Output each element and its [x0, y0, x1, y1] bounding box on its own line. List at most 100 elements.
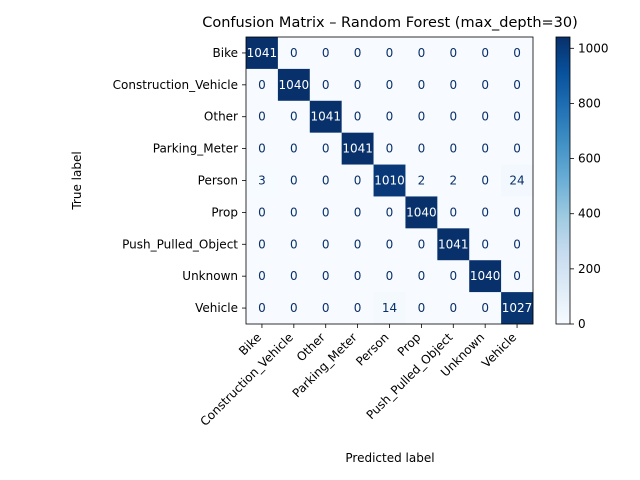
cell-value-label: 0 — [449, 205, 457, 219]
heatmap-cell — [309, 228, 342, 261]
heatmap-cell — [437, 132, 470, 165]
heatmap-cell — [309, 260, 342, 293]
cell-value-label: 1040 — [279, 78, 310, 92]
heatmap-cell — [501, 228, 534, 261]
cell-value-label: 0 — [258, 78, 266, 92]
cell-value-label: 0 — [354, 110, 362, 124]
heatmap-cell — [246, 37, 279, 70]
cell-value-label: 0 — [386, 142, 394, 156]
colorbar-tick-label: 800 — [578, 96, 601, 110]
heatmap-cell — [341, 164, 374, 197]
heatmap-cell — [437, 292, 470, 325]
heatmap-cell — [373, 100, 406, 133]
cell-value-label: 0 — [481, 174, 489, 188]
chart-title: Confusion Matrix – Random Forest (max_de… — [202, 15, 578, 31]
cell-value-label: 0 — [322, 174, 330, 188]
heatmap-cell — [501, 196, 534, 229]
x-axis-ticks: BikeConstruction_VehicleOtherParking_Met… — [197, 324, 519, 429]
heatmap-cell — [309, 292, 342, 325]
cell-value-label: 0 — [322, 301, 330, 315]
cell-value-label: 1041 — [342, 142, 373, 156]
x-axis-label: Predicted label — [345, 451, 434, 465]
heatmap-cell — [309, 196, 342, 229]
heatmap-cell — [373, 68, 406, 102]
heatmap-cell — [277, 228, 311, 261]
heatmap-cell — [277, 37, 311, 70]
heatmap-cell — [501, 132, 534, 165]
heatmap-cell — [437, 228, 470, 261]
cell-value-label: 1041 — [438, 237, 469, 251]
cell-value-label: 0 — [290, 237, 298, 251]
cell-value-label: 0 — [449, 301, 457, 315]
heatmap-cells: 1041 0 0 0 0 0 0 0 00 1040 0 0 0 0 0 0 00 0 1041 0 0 0 0 0 00 0 0 1… — [246, 37, 534, 325]
y-tick-label: Construction_Vehicle — [113, 78, 238, 92]
cell-value-label: 0 — [513, 110, 521, 124]
heatmap-cell — [246, 228, 279, 261]
heatmap-cell — [246, 260, 279, 293]
heatmap-cell — [277, 132, 311, 165]
cell-value-label: 0 — [449, 110, 457, 124]
heatmap-cell — [437, 164, 470, 197]
heatmap-cell — [469, 292, 502, 325]
heatmap-cell — [501, 100, 534, 133]
heatmap-cell — [405, 164, 438, 197]
heatmap-cell — [469, 100, 502, 133]
y-tick-label: Parking_Meter — [153, 142, 238, 156]
cell-value-label: 0 — [258, 142, 266, 156]
heatmap-cell — [469, 37, 502, 70]
cell-value-label: 0 — [322, 78, 330, 92]
cell-value-label: 0 — [290, 269, 298, 283]
y-tick-label: Bike — [213, 46, 238, 60]
heatmap-cell — [405, 260, 438, 293]
heatmap-cell — [341, 132, 374, 165]
cell-value-label: 0 — [386, 269, 394, 283]
y-tick-label: Push_Pulled_Object — [122, 237, 238, 251]
cell-value-label: 0 — [322, 237, 330, 251]
cell-value-label: 0 — [513, 78, 521, 92]
cell-value-label: 1010 — [374, 174, 405, 188]
cell-value-label: 0 — [258, 205, 266, 219]
cell-value-label: 0 — [386, 110, 394, 124]
cell-value-label: 1040 — [406, 205, 437, 219]
cell-value-label: 0 — [258, 237, 266, 251]
heatmap-cell — [501, 260, 534, 293]
heatmap-cell — [341, 100, 374, 133]
cell-value-label: 0 — [354, 46, 362, 60]
y-axis-label: True label — [70, 151, 84, 210]
heatmap-cell — [309, 68, 342, 102]
heatmap-cell — [373, 164, 406, 197]
cell-value-label: 0 — [354, 301, 362, 315]
cell-value-label: 0 — [449, 46, 457, 60]
cell-value-label: 0 — [290, 174, 298, 188]
cell-value-label: 0 — [418, 269, 426, 283]
cell-value-label: 1027 — [502, 301, 533, 315]
heatmap-cell — [309, 164, 342, 197]
heatmap-cell — [373, 196, 406, 229]
cell-value-label: 0 — [513, 142, 521, 156]
heatmap-cell — [341, 196, 374, 229]
heatmap-cell — [405, 292, 438, 325]
heatmap-cell — [501, 292, 534, 325]
cell-value-label: 0 — [418, 301, 426, 315]
heatmap-cell — [373, 132, 406, 165]
heatmap-cell — [277, 68, 311, 102]
cell-value-label: 0 — [354, 205, 362, 219]
heatmap-cell — [309, 37, 342, 70]
heatmap-cell — [469, 260, 502, 293]
cell-value-label: 0 — [290, 46, 298, 60]
heatmap-cell — [437, 100, 470, 133]
x-tick-label: Person — [353, 330, 391, 368]
cell-value-label: 0 — [322, 205, 330, 219]
cell-value-label: 0 — [322, 142, 330, 156]
heatmap-cell — [405, 228, 438, 261]
cell-value-label: 0 — [386, 46, 394, 60]
cell-value-label: 0 — [418, 78, 426, 92]
heatmap-cell — [437, 196, 470, 229]
heatmap-cell — [277, 260, 311, 293]
heatmap-cell — [373, 292, 406, 325]
heatmap-cell — [277, 100, 311, 133]
cell-value-label: 0 — [290, 142, 298, 156]
cell-value-label: 0 — [386, 205, 394, 219]
cell-value-label: 0 — [354, 237, 362, 251]
